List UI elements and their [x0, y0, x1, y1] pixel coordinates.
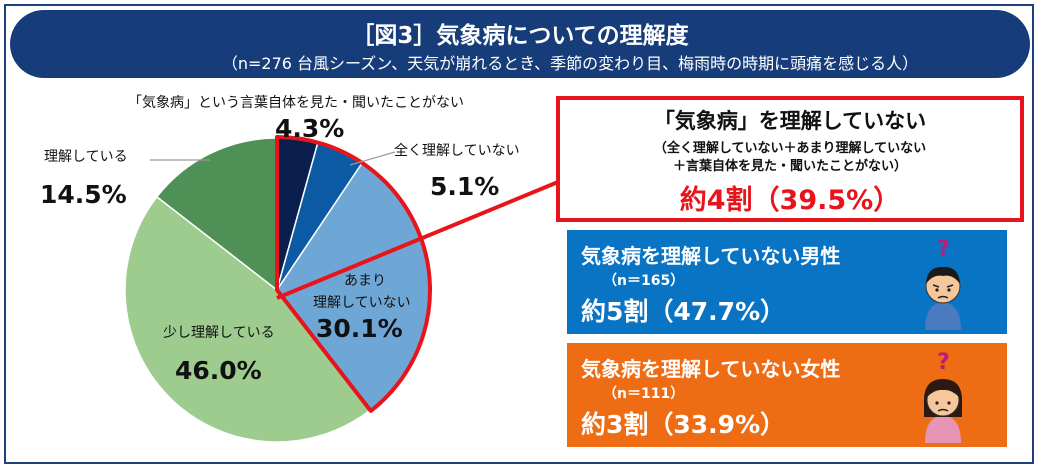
slice-value-somewhat: 46.0% [175, 356, 262, 385]
figure-subtitle: （n=276 台風シーズン、天気が崩れるとき、季節の変わり目、梅雨時の時期に頭痛… [221, 54, 919, 73]
highlight-outline [275, 135, 432, 413]
slice-value-never-heard: 4.3% [275, 114, 345, 143]
svg-text:?: ? [937, 350, 950, 375]
slice-label-not-at-all: 全く理解していない [394, 143, 520, 159]
slice-value-not-at-all: 5.1% [430, 172, 500, 201]
slice-value-understand: 14.5% [40, 180, 127, 209]
header-banner: ［図3］気象病についての理解度 （n=276 台風シーズン、天気が崩れるとき、季… [10, 10, 1030, 78]
female-value: 約3割（33.9%） [581, 410, 786, 439]
summary-note-line1: （全く理解していない＋あまり理解していない [653, 141, 927, 156]
male-sample-size: （n＝165） [603, 273, 685, 289]
slice-label-understand: 理解している [44, 149, 128, 165]
slice-label-not-much-line2: 理解していない [313, 295, 411, 311]
summary-value: 約4割（39.5%） [679, 185, 901, 216]
figure-title: ［図3］気象病についての理解度 [351, 23, 689, 49]
slice-label-never-heard: 「気象病」という言葉自体を見た・聞いたことがない [128, 95, 464, 111]
summary-title: 「気象病」を理解していない [653, 109, 927, 133]
svg-text:?: ? [937, 237, 950, 262]
summary-box: 「気象病」を理解していない （全く理解していない＋あまり理解していない ＋言葉自… [556, 96, 1024, 222]
male-result-box: 気象病を理解していない男性 （n＝165） 約5割（47.7%） ? [567, 230, 1007, 334]
confused-man-icon: ? [925, 237, 961, 330]
slice-value-not-much: 30.1% [316, 314, 403, 343]
female-result-box: 気象病を理解していない女性 （n＝111） 約3割（33.9%） ? [567, 343, 1007, 447]
slice-somewhat [124, 195, 372, 443]
summary-note-line2: ＋言葉自体を見た・聞いたことがない） [672, 159, 907, 174]
leader-not-at-all [349, 151, 396, 166]
slice-understand [155, 137, 278, 292]
slice-label-somewhat: 少し理解している [163, 325, 275, 341]
confused-woman-icon: ? [923, 350, 963, 443]
slice-label-not-much-line1: あまり [344, 273, 386, 289]
male-title: 気象病を理解していない男性 [581, 244, 841, 268]
female-title: 気象病を理解していない女性 [581, 357, 841, 381]
figure-frame [4, 4, 1034, 464]
female-sample-size: （n＝111） [603, 386, 685, 402]
highlight-connector [276, 180, 559, 300]
male-value: 約5割（47.7%） [581, 297, 786, 326]
